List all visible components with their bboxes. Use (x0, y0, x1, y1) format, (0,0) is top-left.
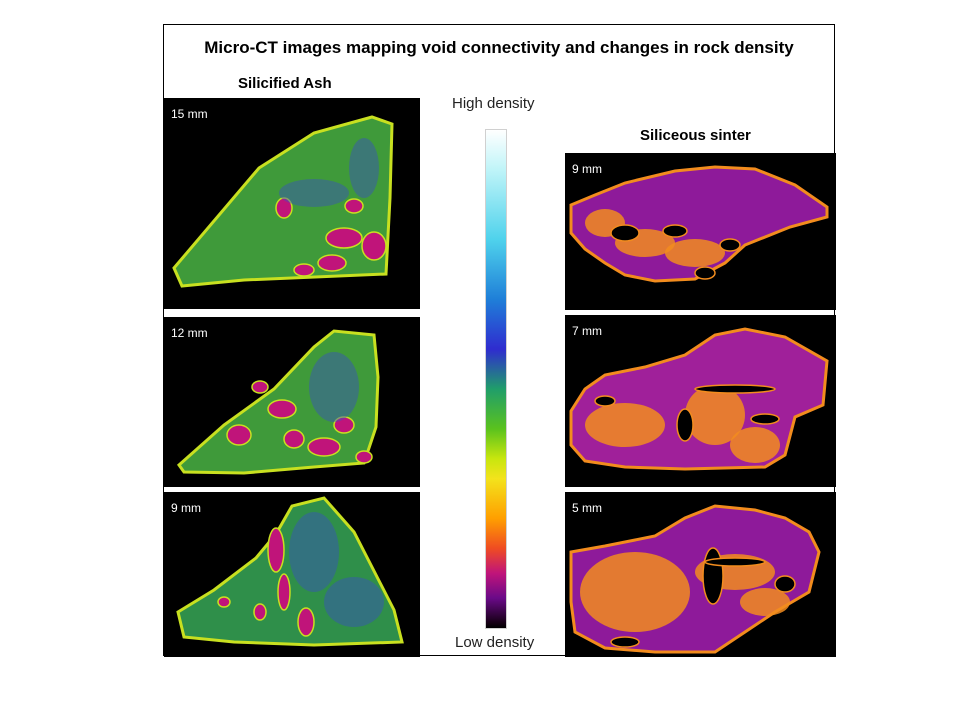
pore-void (217, 596, 231, 608)
silicified-ash-label: Silicified Ash (238, 75, 332, 92)
pore-void (702, 547, 724, 605)
pore-void (719, 238, 741, 252)
figure-frame: Micro-CT images mapping void connectivit… (163, 24, 836, 657)
pore-void (293, 263, 315, 277)
pore-void (594, 395, 616, 407)
sinter-rock-image (569, 165, 829, 283)
sinter-ct-panel-9mm: 9 mm (565, 153, 836, 310)
low-density-zone (665, 239, 725, 267)
high-density-zone (349, 138, 379, 198)
ash-rock-image (172, 115, 394, 288)
pore-void (694, 384, 776, 394)
low-density-zone (685, 385, 745, 445)
figure-title: Micro-CT images mapping void connectivit… (204, 38, 794, 57)
depth-label: 5 mm (572, 501, 602, 515)
low-density-zone (740, 588, 790, 616)
pore-void (283, 429, 305, 449)
ash-rock-image (176, 496, 404, 647)
low-density-zone (730, 427, 780, 463)
pore-void (750, 413, 780, 425)
ash-ct-panel-9mm: 9 mm (164, 492, 420, 657)
pore-void (676, 408, 694, 442)
sinter-ct-panel-7mm: 7 mm (565, 315, 836, 487)
pore-void (694, 266, 716, 280)
pore-void (662, 224, 688, 238)
depth-label: 15 mm (171, 107, 208, 121)
pore-void (277, 573, 291, 611)
depth-label: 12 mm (171, 326, 208, 340)
pore-void (704, 557, 766, 567)
high-density-zone (309, 352, 359, 422)
sinter-rock-image (569, 327, 829, 471)
pore-void (774, 575, 796, 593)
rock-fragment (176, 496, 404, 647)
pore-void (317, 254, 347, 272)
ash-ct-panel-12mm: 12 mm (164, 317, 420, 487)
pore-void (251, 380, 269, 394)
pore-void (610, 224, 640, 242)
pore-void (297, 607, 315, 637)
high-density-zone (289, 512, 339, 592)
pore-void (355, 450, 373, 464)
low-density-zone (580, 552, 690, 632)
siliceous-sinter-label: Siliceous sinter (640, 127, 751, 144)
low-density-zone (585, 403, 665, 447)
sinter-rock-image (569, 504, 821, 654)
high-density-zone (279, 179, 349, 207)
pore-void (267, 399, 297, 419)
pore-void (275, 197, 293, 219)
high-density-label: High density (452, 95, 535, 112)
pore-void (267, 527, 285, 573)
depth-label: 9 mm (171, 501, 201, 515)
pore-void (361, 231, 387, 261)
density-color-scale (485, 129, 507, 629)
pore-void (307, 437, 341, 457)
depth-label: 9 mm (572, 162, 602, 176)
sinter-ct-panel-5mm: 5 mm (565, 492, 836, 657)
pore-void (226, 424, 252, 446)
pore-void (610, 636, 640, 648)
pore-void (325, 227, 363, 249)
pore-void (344, 198, 364, 214)
depth-label: 7 mm (572, 324, 602, 338)
high-density-zone (324, 577, 384, 627)
pore-void (253, 603, 267, 621)
ash-rock-image (176, 329, 380, 475)
pore-void (333, 416, 355, 434)
low-density-label: Low density (455, 634, 535, 651)
ash-ct-panel-15mm: 15 mm (164, 98, 420, 309)
